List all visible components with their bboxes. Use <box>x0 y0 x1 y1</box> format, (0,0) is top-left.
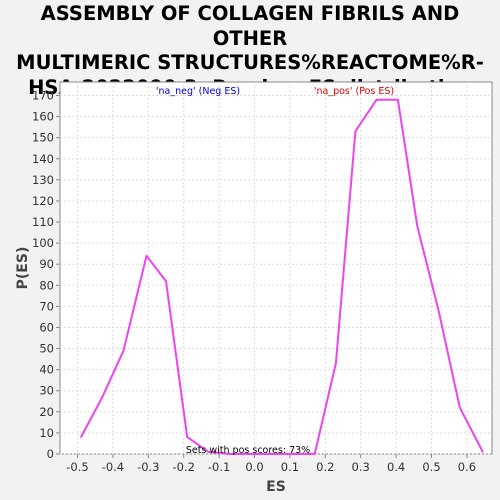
y-tick-label: 30 <box>39 384 54 398</box>
x-axis-ticks: -0.5 -0.4 -0.3 -0.2 -0.1 0.0 0.1 0.2 0.3 0.4 0.5 0.… <box>66 454 476 474</box>
x-tick-label: -0.1 <box>208 460 230 474</box>
y-tick-label: 10 <box>39 426 54 440</box>
x-tick-label: -0.5 <box>66 460 88 474</box>
data-point <box>207 451 210 453</box>
y-tick-label: 60 <box>39 320 54 334</box>
x-axis-label: ES <box>266 479 286 495</box>
data-point <box>145 254 148 257</box>
grid <box>60 82 492 455</box>
data-point <box>228 453 231 455</box>
y-tick-label: 170 <box>32 89 54 103</box>
y-axis-label: P(ES) <box>15 247 31 290</box>
plot-area <box>59 81 493 455</box>
data-point <box>250 453 252 455</box>
y-tick-label: 70 <box>39 299 54 313</box>
data-point <box>271 453 274 455</box>
y-tick-label: 120 <box>32 194 54 208</box>
data-point <box>292 453 295 455</box>
y-tick-label: 110 <box>32 215 54 229</box>
data-point <box>335 362 337 365</box>
y-axis-ticks: 0 10 20 30 40 50 60 70 80 90 100 110 120 130 140 150 160… <box>32 89 60 461</box>
x-tick-label: 0.5 <box>422 460 440 474</box>
data-point <box>186 436 189 438</box>
y-tick-label: 40 <box>39 363 54 377</box>
data-point <box>437 309 440 312</box>
data-point <box>397 98 399 101</box>
y-tick-label: 80 <box>39 278 54 292</box>
y-tick-label: 50 <box>39 342 54 356</box>
y-tick-label: 160 <box>32 110 54 124</box>
y-tick-label: 0 <box>47 447 54 461</box>
x-tick-label: 0.3 <box>352 460 370 474</box>
x-tick-label: 0.4 <box>387 460 405 474</box>
neg-label: 'na_neg' (Neg ES) <box>156 86 240 97</box>
y-tick-label: 140 <box>32 152 54 166</box>
y-tick-label: 90 <box>39 257 54 271</box>
data-point <box>122 349 125 352</box>
series-layer <box>80 98 484 455</box>
y-tick-label: 150 <box>32 131 54 145</box>
x-tick-label: -0.2 <box>172 460 194 474</box>
data-point <box>416 225 419 228</box>
data-point <box>165 280 167 282</box>
data-point <box>375 98 378 101</box>
x-tick-label: 0.0 <box>245 460 263 474</box>
data-point <box>80 436 82 438</box>
data-point <box>101 396 104 398</box>
data-point <box>354 130 357 133</box>
y-tick-label: 100 <box>32 236 54 250</box>
x-tick-label: -0.4 <box>102 460 124 474</box>
x-tick-label: 0.6 <box>458 460 476 474</box>
y-tick-label: 20 <box>39 405 54 419</box>
x-tick-label: 0.1 <box>281 460 299 474</box>
series-line <box>80 98 484 455</box>
pos-label: 'na_pos' (Pos ES) <box>314 86 394 97</box>
x-tick-label: 0.2 <box>316 460 334 474</box>
data-point <box>313 453 316 455</box>
x-tick-label: -0.3 <box>137 460 159 474</box>
pos-scores-annotation: Sets with pos scores: 73% <box>186 445 310 456</box>
data-point <box>459 406 461 409</box>
data-point <box>482 451 484 453</box>
y-tick-label: 130 <box>32 173 54 187</box>
